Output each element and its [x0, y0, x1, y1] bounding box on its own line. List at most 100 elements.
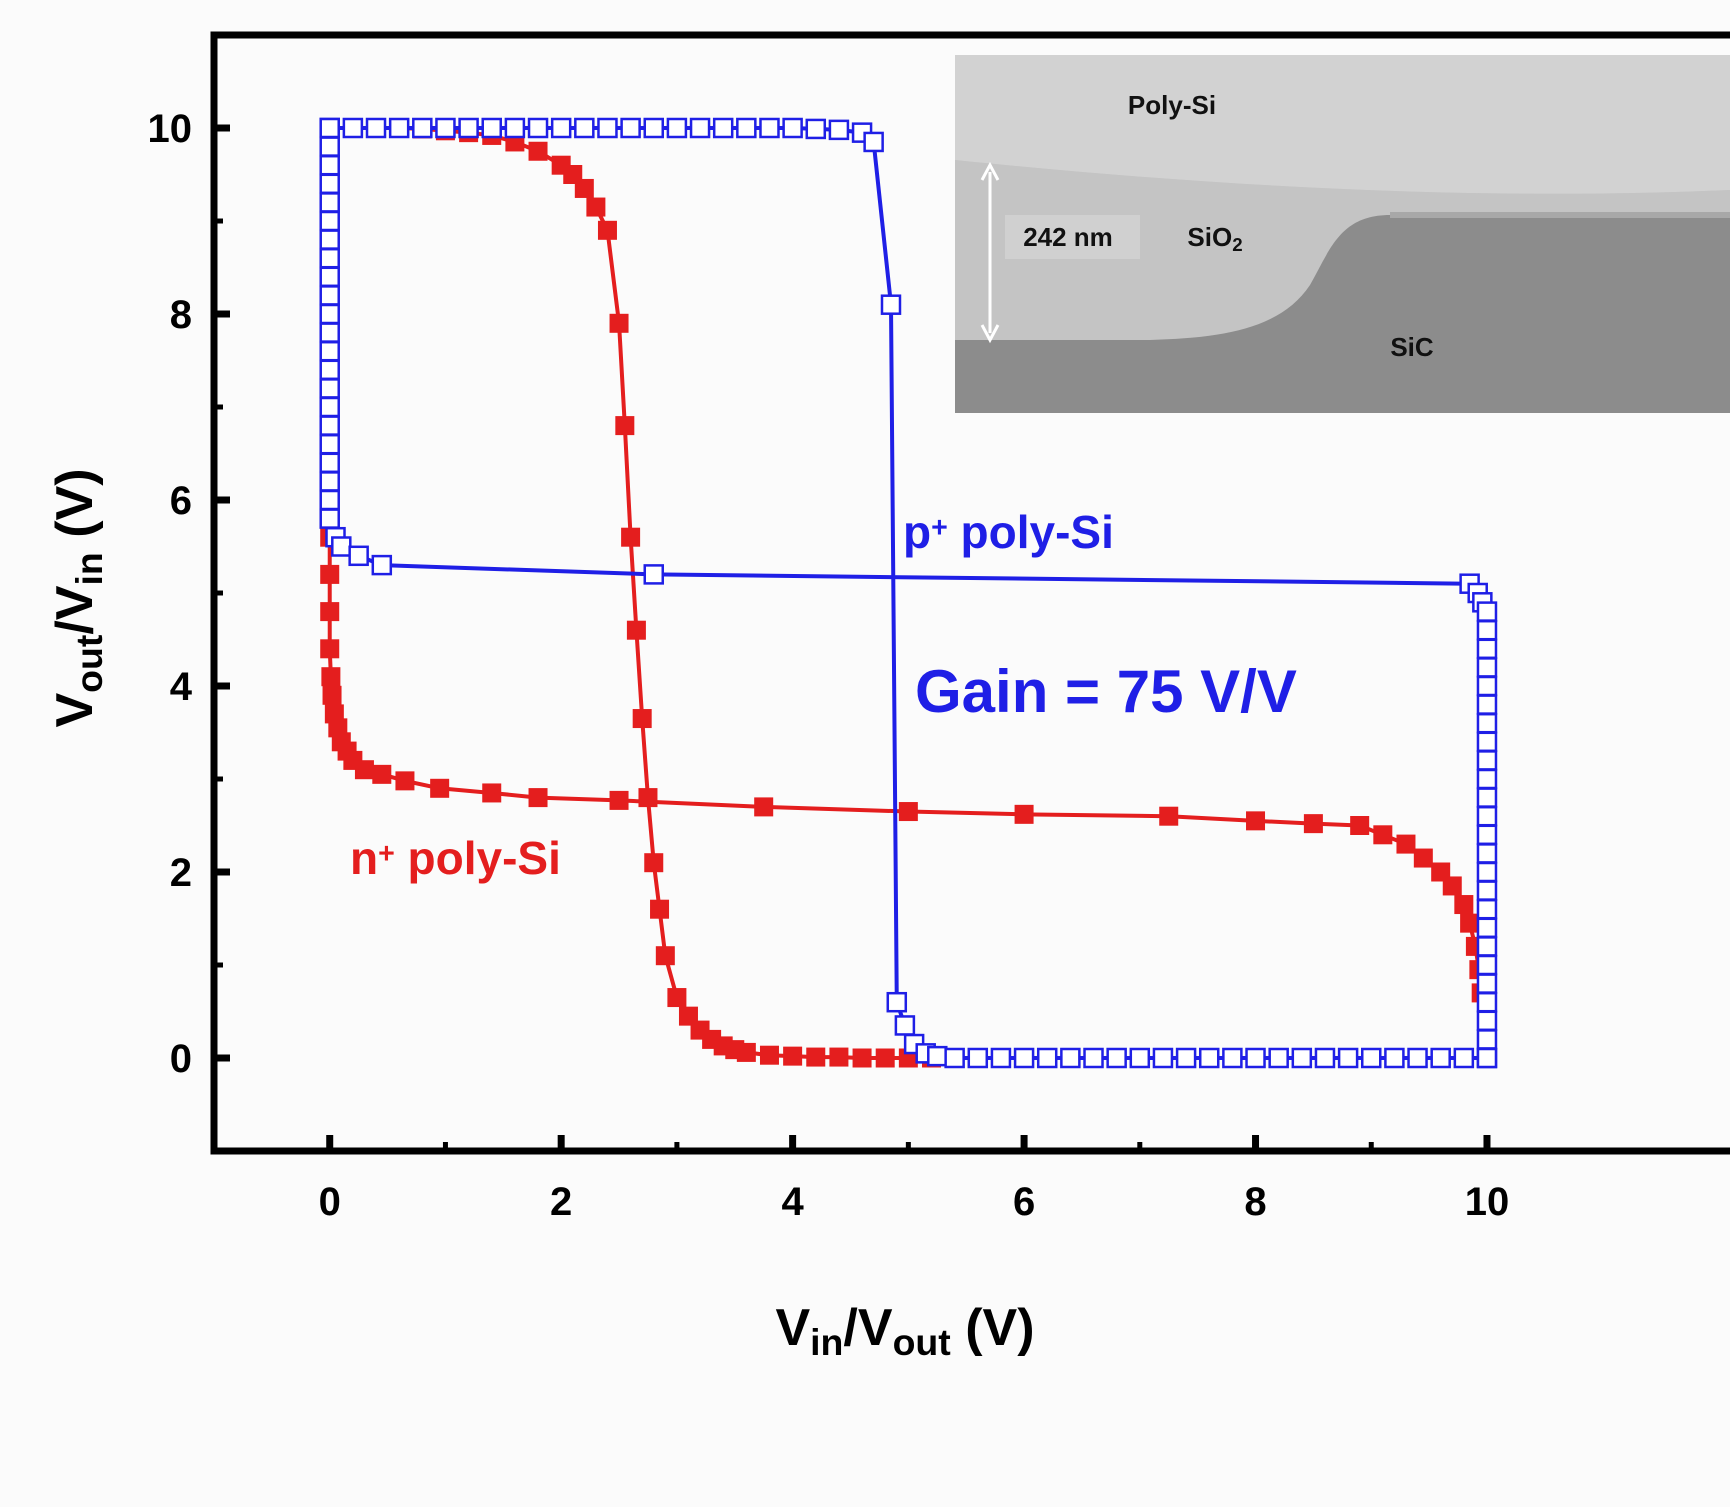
marker: [1154, 1049, 1172, 1067]
annotation-part: +: [931, 512, 948, 544]
marker: [390, 119, 408, 137]
marker: [1270, 1049, 1288, 1067]
marker: [992, 1049, 1010, 1067]
marker: [610, 791, 628, 809]
marker: [737, 119, 755, 137]
marker: [1478, 956, 1496, 974]
marker: [1461, 914, 1479, 932]
marker: [830, 1048, 848, 1066]
marker: [1478, 770, 1496, 788]
marker: [1478, 789, 1496, 807]
annotation: Gain = 75 V/V: [915, 658, 1297, 725]
marker: [321, 491, 339, 509]
y-axis-label-part: out: [68, 635, 110, 693]
marker: [1455, 896, 1473, 914]
marker: [1316, 1049, 1334, 1067]
marker: [321, 603, 339, 621]
inset-label-part: 2: [1232, 234, 1242, 255]
marker: [656, 947, 674, 965]
marker: [807, 1048, 825, 1066]
x-tick-label: 8: [1244, 1180, 1266, 1224]
marker: [321, 231, 339, 249]
inset-label-part: SiC: [1390, 332, 1434, 362]
marker: [1085, 1049, 1103, 1067]
marker: [1432, 1049, 1450, 1067]
marker: [610, 314, 628, 332]
marker: [321, 435, 339, 453]
x-tick-label: 0: [319, 1180, 341, 1224]
x-tick-label: 4: [782, 1180, 805, 1224]
marker: [668, 989, 686, 1007]
marker: [969, 1049, 987, 1067]
marker: [865, 133, 883, 151]
marker: [321, 417, 339, 435]
marker: [1478, 677, 1496, 695]
inset-label-part: SiO: [1187, 222, 1232, 252]
marker: [321, 640, 339, 658]
marker: [622, 528, 640, 546]
marker: [529, 789, 547, 807]
marker: [714, 119, 732, 137]
marker: [396, 772, 414, 790]
marker: [807, 120, 825, 138]
marker: [321, 565, 339, 583]
y-tick-label: 6: [170, 479, 192, 523]
marker: [691, 119, 709, 137]
x-axis-label-part: (V): [951, 1299, 1035, 1357]
marker: [1443, 877, 1461, 895]
x-tick-label: 10: [1465, 1180, 1510, 1224]
marker: [1304, 815, 1322, 833]
marker: [321, 398, 339, 416]
marker: [1478, 640, 1496, 658]
marker: [436, 119, 454, 137]
marker: [552, 119, 570, 137]
inset-label-part: 242 nm: [1023, 222, 1113, 252]
y-axis-label-part: (V): [46, 468, 104, 552]
marker: [760, 1046, 778, 1064]
marker: [1038, 1049, 1056, 1067]
x-tick-label: 2: [550, 1180, 572, 1224]
marker: [355, 761, 373, 779]
marker: [321, 156, 339, 174]
marker: [1478, 937, 1496, 955]
marker: [460, 119, 478, 137]
marker: [1247, 1049, 1265, 1067]
marker: [1362, 1049, 1380, 1067]
y-axis-label-part: in: [68, 552, 110, 585]
marker: [876, 1049, 894, 1067]
x-tick-label: 6: [1013, 1180, 1035, 1224]
marker: [1478, 807, 1496, 825]
y-tick-label: 10: [148, 107, 193, 151]
x-axis-label-part: V: [775, 1299, 810, 1357]
marker: [1478, 900, 1496, 918]
y-axis-label-part: V: [46, 693, 104, 728]
marker: [627, 621, 645, 639]
marker: [1478, 733, 1496, 751]
marker: [755, 798, 773, 816]
marker: [321, 193, 339, 211]
x-axis-label-part: in: [810, 1321, 843, 1363]
marker: [321, 342, 339, 360]
marker: [344, 119, 362, 137]
marker: [483, 784, 501, 802]
marker: [413, 119, 431, 137]
marker: [1351, 817, 1369, 835]
marker: [1478, 919, 1496, 937]
marker: [350, 547, 368, 565]
marker: [784, 1047, 802, 1065]
marker: [899, 803, 917, 821]
marker: [321, 472, 339, 490]
annotation-part: p: [903, 506, 931, 558]
marker: [1200, 1049, 1218, 1067]
x-axis-label-part: /V: [843, 1299, 892, 1357]
annotation-part: poly-Si: [395, 832, 561, 884]
marker: [1247, 812, 1265, 830]
marker: [321, 268, 339, 286]
marker: [323, 686, 341, 704]
marker: [1374, 826, 1392, 844]
marker: [321, 379, 339, 397]
x-axis-label-part: out: [893, 1321, 951, 1363]
marker: [1339, 1049, 1357, 1067]
marker: [1409, 1049, 1427, 1067]
marker: [1478, 863, 1496, 881]
